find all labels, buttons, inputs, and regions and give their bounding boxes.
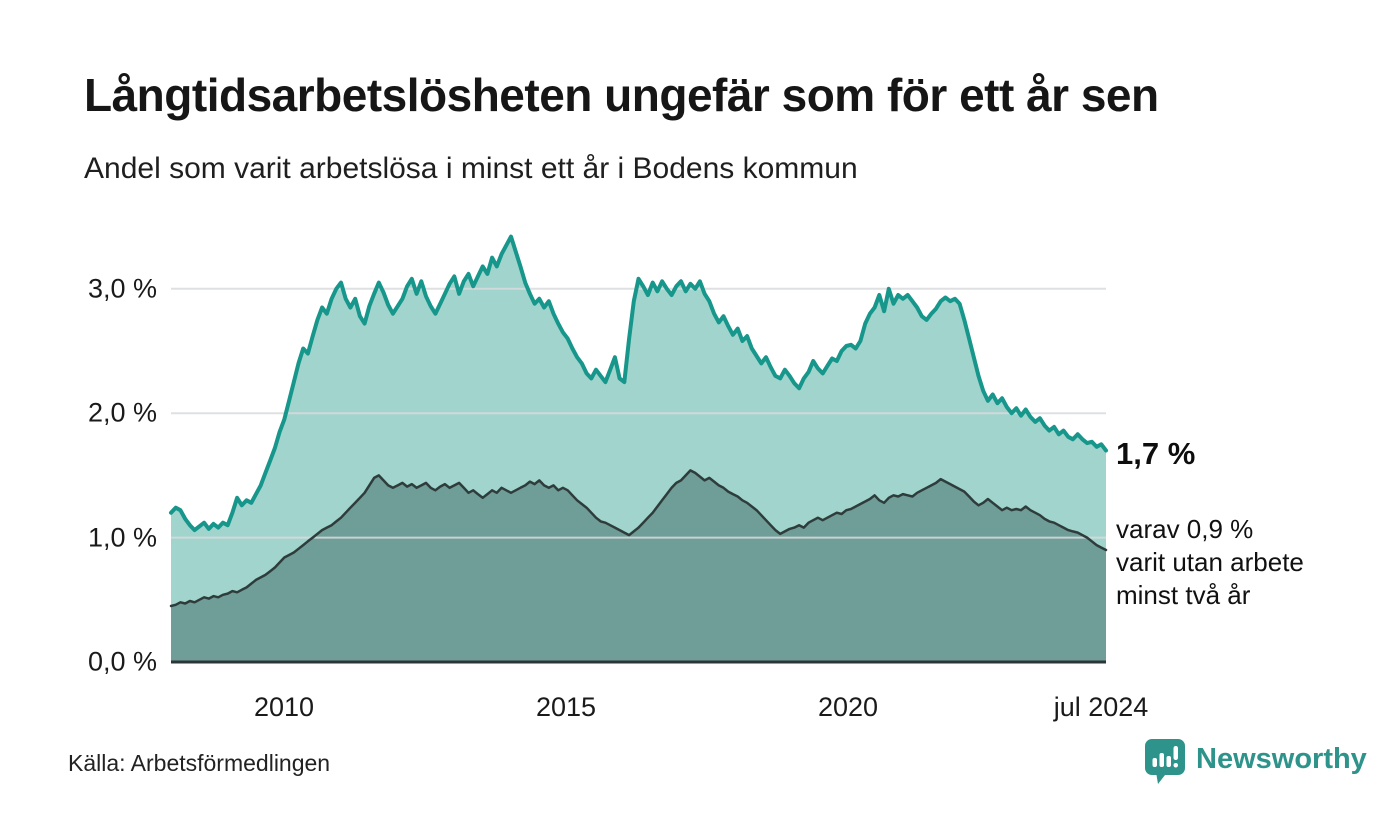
end-value-label: 1,7 %: [1116, 436, 1196, 471]
x-tick-label: 2020: [817, 692, 879, 722]
x-tick-label: 2015: [535, 692, 597, 722]
source-credit: Källa: Arbetsförmedlingen: [68, 750, 331, 776]
y-tick-label: 2,0 %: [87, 397, 157, 428]
y-tick-label: 3,0 %: [87, 273, 157, 304]
brand-name: Newsworthy: [1196, 743, 1367, 775]
speech-bubble-bar-chart-icon: [1144, 738, 1186, 791]
x-tick-label: jul 2024: [1053, 692, 1149, 722]
subset-annotation: varav 0,9 % varit utan arbete minst två …: [1116, 513, 1304, 612]
subset-annotation-line: varit utan arbete: [1116, 547, 1304, 577]
y-tick-label: 0,0 %: [87, 646, 157, 677]
subset-annotation-line: varav 0,9 %: [1116, 514, 1254, 544]
y-tick-label: 1,0 %: [87, 522, 157, 553]
page-title: Långtidsarbetslösheten ungefär som för e…: [84, 69, 1159, 121]
newsworthy-logo[interactable]: Newsworthy: [1144, 738, 1367, 791]
x-tick-label: 2010: [253, 692, 315, 722]
subset-annotation-line: minst två år: [1116, 580, 1251, 610]
page-subtitle: Andel som varit arbetslösa i minst ett å…: [84, 152, 858, 185]
